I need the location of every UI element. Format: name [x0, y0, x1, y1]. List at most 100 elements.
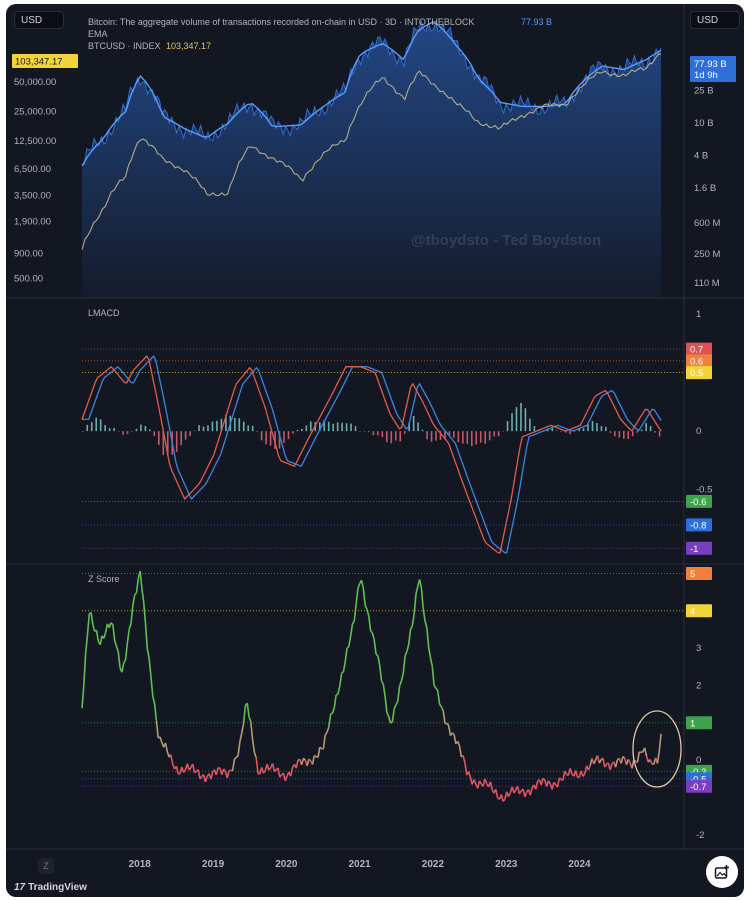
- lmacd-histogram-bar: [274, 431, 276, 449]
- zscore-line-segment: [446, 722, 450, 726]
- price-label-tag: [12, 54, 78, 68]
- zscore-line-segment: [451, 732, 455, 736]
- zscore-line-segment: [620, 756, 624, 764]
- zscore-line-segment: [284, 775, 288, 782]
- time-axis-tick: 2020: [275, 859, 298, 870]
- lmacd-histogram-bar: [444, 431, 446, 440]
- lmacd-pane[interactable]: 1 0 -0.5 0.70.60.5 -0.6 -0.8 -1: [81, 309, 712, 555]
- lmacd-histogram-bar: [95, 417, 98, 432]
- left-currency-button[interactable]: USD: [14, 11, 64, 29]
- zscore-line-segment: [380, 680, 385, 685]
- lmacd-histogram-bar: [587, 424, 589, 432]
- lmacd-histogram-bar: [569, 431, 571, 435]
- lmacd-histogram-bar: [216, 420, 218, 432]
- lmacd-level-tag: [686, 518, 712, 532]
- lmacd-histogram-bar: [479, 431, 482, 443]
- zscore-line-segment: [170, 754, 174, 765]
- lmacd-level-tag: [686, 494, 712, 508]
- zscore-line-segment: [564, 770, 568, 775]
- lmacd-histogram-bar: [238, 418, 241, 432]
- zscore-line-segment: [112, 624, 116, 641]
- lmacd-histogram-bar: [524, 408, 527, 432]
- zscore-line-segment: [442, 710, 446, 724]
- lmacd-histogram-bar: [627, 431, 630, 439]
- main-price-pane[interactable]: 200,000.0050,000.0025,000.0012,500.006,5…: [12, 18, 736, 298]
- zscore-axis-tick: 3: [696, 643, 701, 654]
- zscore-line-segment: [255, 757, 259, 774]
- lmacd-histogram-bar: [283, 431, 285, 443]
- chart-canvas[interactable]: 200,000.0050,000.0025,000.0012,500.006,5…: [6, 4, 744, 897]
- volume-line: [81, 19, 662, 167]
- zscore-line-segment: [191, 763, 196, 773]
- lmacd-histogram-bar: [394, 431, 397, 441]
- lmacd-histogram-bar: [292, 431, 294, 434]
- zscore-line-segment: [271, 763, 276, 772]
- zscore-level-tag: [686, 604, 712, 618]
- zscore-line-segment: [95, 630, 100, 642]
- tradingview-logo[interactable]: 17 TradingView: [14, 882, 87, 893]
- zscore-line-segment: [233, 756, 237, 760]
- zscore-line-segment: [277, 767, 281, 778]
- lmacd-histogram-bar: [131, 430, 133, 432]
- lmacd-histogram-bar: [327, 421, 330, 432]
- zscore-line-segment: [627, 758, 631, 764]
- lmacd-level-tag: [686, 354, 712, 368]
- zscore-line-segment: [113, 640, 118, 647]
- lmacd-level-label: -0.6: [690, 497, 706, 508]
- zscore-line-segment: [194, 770, 197, 774]
- zscore-line-segment: [231, 758, 236, 771]
- zscore-line-segment: [382, 684, 386, 697]
- lmacd-histogram-bar: [153, 431, 156, 437]
- time-axis[interactable]: 2018 2019 2020 2021 2022 2023 2024: [129, 859, 591, 870]
- zscore-line-segment: [188, 767, 192, 771]
- zscore-line-segment: [507, 792, 512, 798]
- zscore-line-segment: [328, 713, 332, 728]
- lmacd-histogram-bar: [296, 429, 299, 432]
- zscore-axis-tick: 2: [696, 680, 701, 691]
- zscore-line-segment: [656, 751, 660, 764]
- zscore-line-segment: [518, 790, 522, 795]
- zscore-line-segment: [393, 704, 397, 709]
- zscore-line-segment: [197, 769, 201, 780]
- zscore-line-segment: [427, 647, 432, 658]
- zscore-line-segment: [342, 661, 346, 672]
- zscore-line-segment: [124, 642, 129, 660]
- zscore-line-segment: [117, 651, 121, 669]
- lmacd-histogram-bar: [609, 431, 612, 433]
- lmacd-histogram-bar: [122, 431, 124, 435]
- add-image-icon: [714, 865, 729, 879]
- zscore-line-segment: [159, 736, 163, 743]
- lmacd-histogram-bar: [225, 414, 227, 432]
- zscore-line-segment: [126, 629, 130, 643]
- main-series-title: Bitcoin: The aggregate volume of transac…: [88, 17, 474, 27]
- right-currency-button[interactable]: USD: [690, 11, 740, 29]
- zscore-line-segment: [370, 630, 373, 634]
- zscore-line-segment: [375, 653, 379, 657]
- chart-frame[interactable]: 200,000.0050,000.0025,000.0012,500.006,5…: [6, 4, 744, 897]
- zscore-level-tag: [686, 716, 712, 730]
- lmacd-histogram-bar: [654, 431, 656, 433]
- zscore-line-segment: [602, 757, 606, 768]
- zscore-line-segment: [407, 629, 412, 645]
- lmacd-histogram-bar: [117, 431, 120, 432]
- left-axis-tick: 3,500.00: [14, 190, 51, 201]
- lmacd-histogram-bar: [99, 419, 102, 432]
- zscore-line-segment: [215, 767, 219, 775]
- lmacd-axis-tick: -0.5: [696, 485, 712, 496]
- lmacd-histogram-bar: [269, 431, 272, 446]
- lmacd-histogram-bar: [189, 431, 191, 436]
- lmacd-histogram-bar: [618, 431, 621, 438]
- volume-ema-line: [81, 21, 662, 167]
- zoom-button[interactable]: Z: [38, 858, 54, 874]
- zscore-line-segment: [330, 712, 333, 715]
- zscore-line-segment: [313, 754, 317, 758]
- zscore-line-segment: [540, 778, 544, 786]
- zscore-line-segment: [273, 769, 277, 773]
- snapshot-button[interactable]: [706, 856, 738, 888]
- lmacd-histogram-bar: [614, 431, 616, 437]
- right-axis-tick: 250 M: [694, 249, 720, 260]
- lmacd-histogram-bar: [211, 421, 214, 432]
- left-axis-tick: 50,000.00: [14, 77, 56, 88]
- zscore-line-segment: [357, 583, 361, 589]
